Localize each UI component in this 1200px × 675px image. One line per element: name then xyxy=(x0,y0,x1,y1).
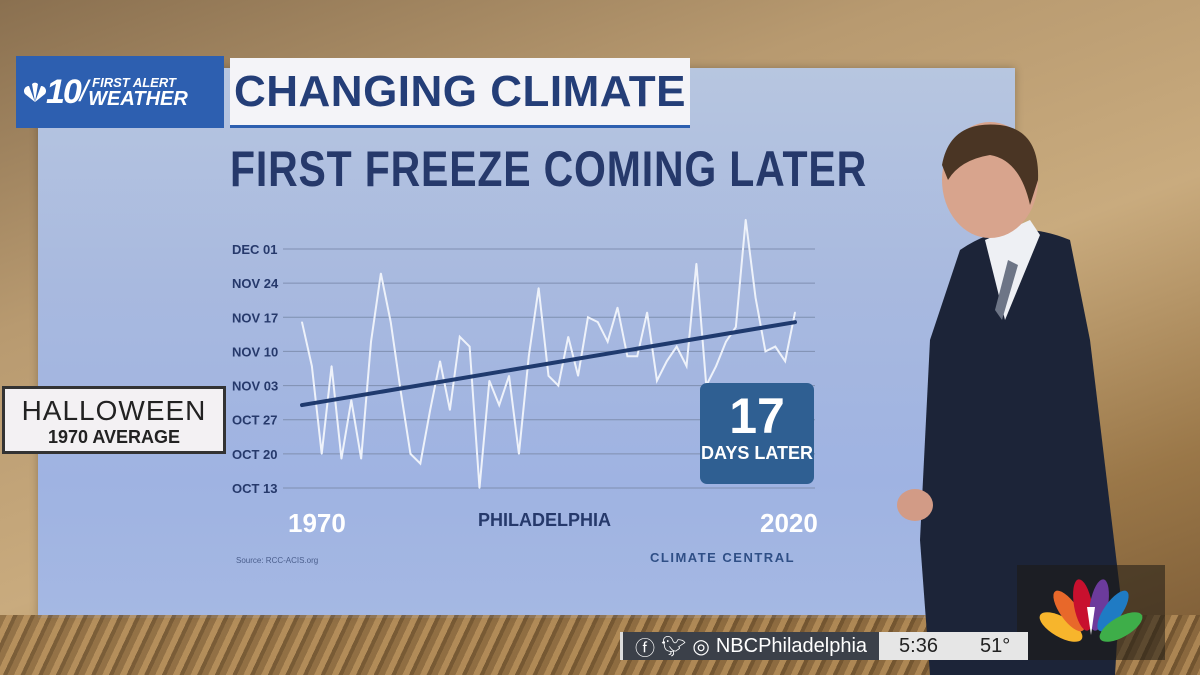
brand-line2: WEATHER xyxy=(88,87,188,110)
data-point xyxy=(468,345,471,348)
y-tick-label: OCT 20 xyxy=(232,447,278,462)
y-tick-label: NOV 10 xyxy=(232,344,278,359)
lower-ticker: ⓕ 🐦︎ ◎ NBCPhiladelphia 5:36 51° xyxy=(620,632,1029,660)
days-value: 17 xyxy=(729,388,785,444)
data-point xyxy=(537,287,540,289)
data-point xyxy=(666,360,668,362)
instagram-icon: ◎ xyxy=(692,635,710,658)
network-bug-panel xyxy=(1017,565,1165,660)
data-point xyxy=(389,321,392,323)
data-point xyxy=(626,355,629,358)
data-point xyxy=(735,326,737,328)
trend-line xyxy=(300,320,797,408)
y-tick-label: NOV 17 xyxy=(232,310,278,325)
days-label: DAYS LATER xyxy=(700,443,814,463)
data-point xyxy=(498,404,501,406)
segment-title: CHANGING CLIMATE xyxy=(233,66,687,116)
facebook-icon: ⓕ xyxy=(635,637,655,660)
data-point xyxy=(597,321,599,323)
clock: 5:36 xyxy=(879,632,962,660)
nbc-peacock-icon xyxy=(1039,579,1143,642)
data-point xyxy=(527,355,530,358)
y-tick-label: NOV 03 xyxy=(232,379,278,394)
peacock-icon xyxy=(24,82,46,102)
data-point xyxy=(518,453,520,455)
data-point xyxy=(439,360,441,362)
data-point xyxy=(508,375,510,377)
data-point xyxy=(636,355,639,358)
data-point xyxy=(547,375,550,377)
data-point xyxy=(320,453,323,455)
data-point xyxy=(409,453,412,455)
data-point xyxy=(715,365,717,367)
data-point xyxy=(646,311,648,314)
y-tick-label: OCT 27 xyxy=(232,413,278,428)
data-point xyxy=(301,321,303,323)
data-point xyxy=(774,345,777,348)
data-point xyxy=(330,365,333,367)
data-point xyxy=(616,306,619,309)
data-point xyxy=(380,272,382,275)
data-point xyxy=(577,375,579,377)
brand-line1: FIRST ALERT xyxy=(92,74,176,90)
data-point xyxy=(360,457,362,460)
data-point xyxy=(557,384,560,387)
weather-board xyxy=(38,68,1015,618)
data-point xyxy=(350,399,353,402)
data-point xyxy=(370,340,372,343)
callout-subtitle: 1970 AVERAGE xyxy=(47,427,181,447)
data-point xyxy=(744,218,747,221)
data-point xyxy=(419,462,422,465)
data-point xyxy=(784,360,786,362)
data-point xyxy=(695,262,698,265)
x-end-label: 2020 xyxy=(760,508,818,538)
meteorologist xyxy=(897,122,1120,675)
data-point xyxy=(458,335,461,338)
halloween-callout: HALLOWEEN 1970 AVERAGE xyxy=(2,386,226,454)
data-point xyxy=(764,350,767,353)
climate-central-credit: CLIMATE CENTRAL xyxy=(650,550,796,565)
data-point xyxy=(675,345,678,348)
data-point xyxy=(754,296,757,299)
data-point xyxy=(794,311,796,314)
channel-number: 10 xyxy=(46,72,82,111)
station-logo: 10 / FIRST ALERT WEATHER xyxy=(16,56,224,128)
callout-title: HALLOWEEN xyxy=(21,395,207,426)
social-handle-box: ⓕ 🐦︎ ◎ NBCPhiladelphia xyxy=(620,632,880,660)
chart-title: FIRST FREEZE COMING LATER xyxy=(230,141,868,197)
segment-title-bar: CHANGING CLIMATE xyxy=(230,58,690,128)
data-point xyxy=(478,487,481,489)
current-temperature: 51° xyxy=(961,632,1029,660)
data-point xyxy=(449,409,451,411)
x-start-label: 1970 xyxy=(288,508,346,538)
data-point xyxy=(685,365,688,367)
data-point xyxy=(488,379,491,382)
data-point xyxy=(429,409,431,411)
y-tick-label: NOV 24 xyxy=(232,276,279,291)
data-point xyxy=(567,335,570,338)
x-axis-label: PHILADELPHIA xyxy=(478,510,612,530)
social-handle: NBCPhiladelphia xyxy=(715,634,868,657)
data-point xyxy=(725,340,727,343)
data-point xyxy=(606,340,609,343)
data-point xyxy=(656,379,658,382)
y-tick-label: DEC 01 xyxy=(232,242,278,257)
y-tick-label: OCT 13 xyxy=(232,481,278,496)
days-later-badge: 17 DAYS LATER xyxy=(700,383,814,484)
source-note: Source: RCC-ACIS.org xyxy=(236,556,319,565)
data-point xyxy=(587,316,589,319)
slash-divider: / xyxy=(79,75,89,108)
twitter-icon: 🐦︎ xyxy=(661,635,687,658)
data-point xyxy=(340,457,343,460)
data-point xyxy=(311,365,313,367)
